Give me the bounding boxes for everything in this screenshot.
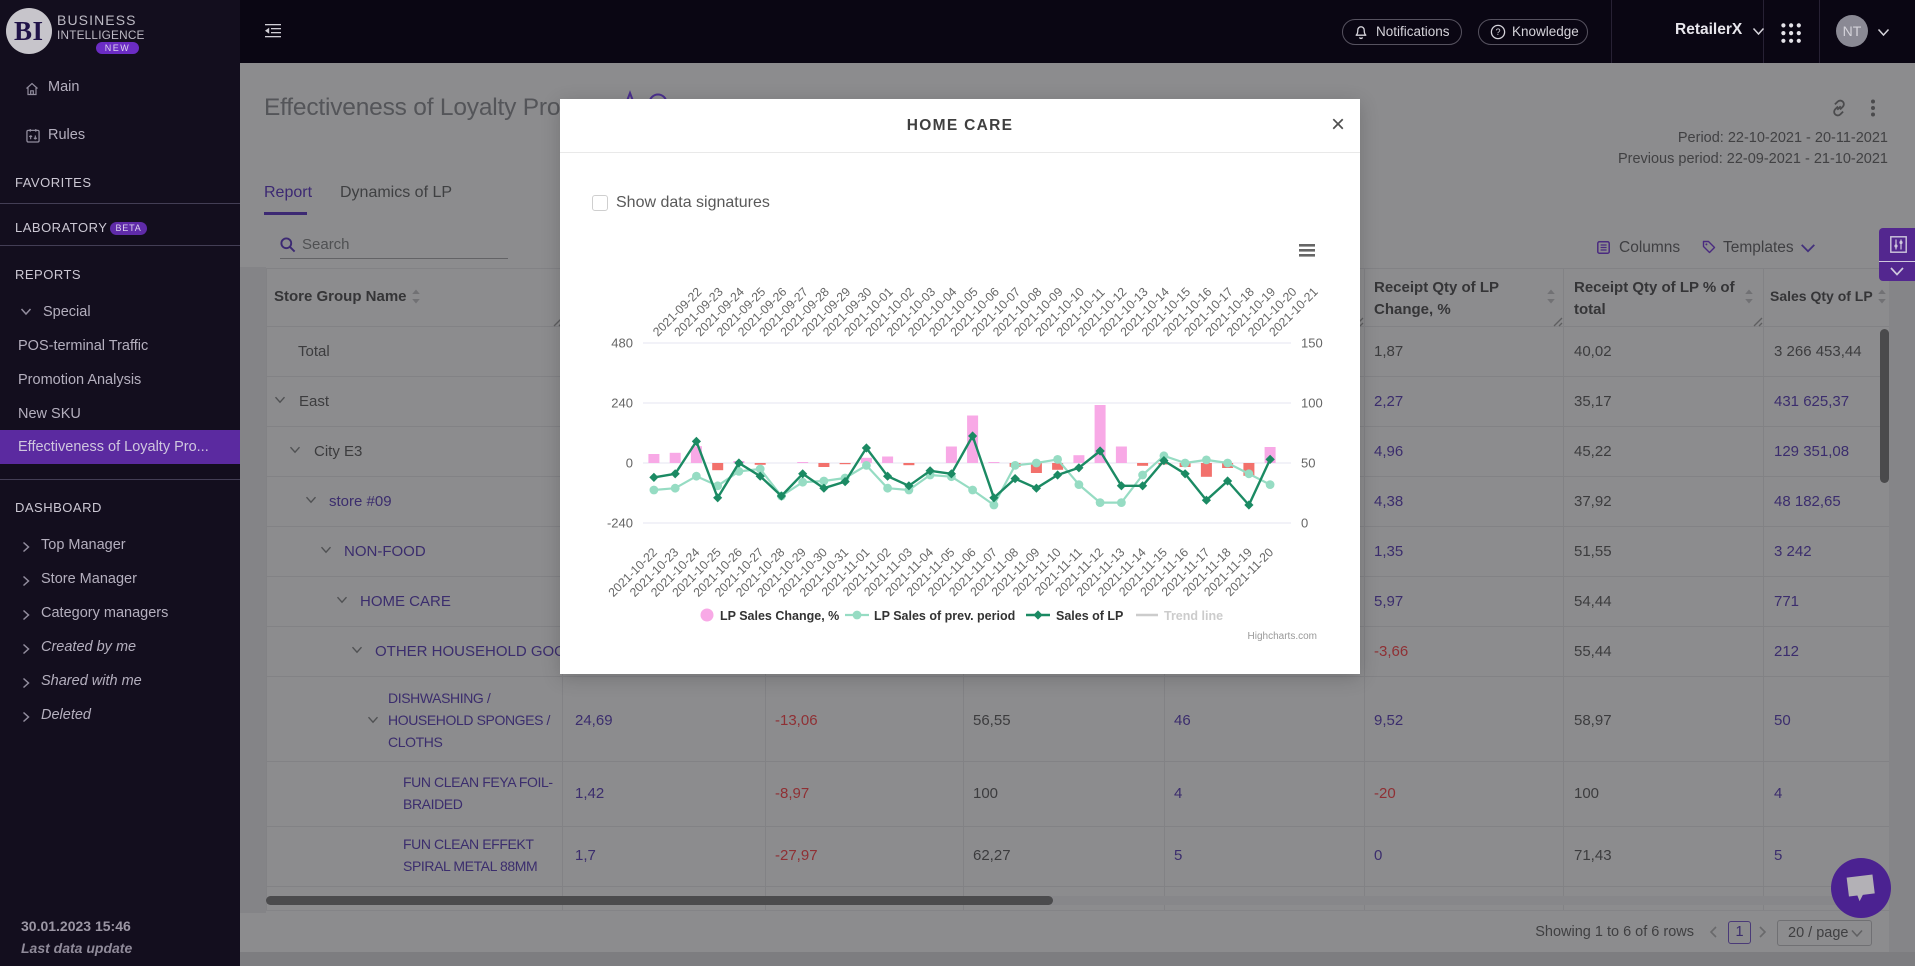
svg-text:?: ? (1495, 27, 1500, 37)
svg-text:50: 50 (1301, 456, 1315, 471)
svg-text:0: 0 (1301, 516, 1308, 531)
svg-text:-240: -240 (607, 516, 633, 531)
svg-text:Highcharts.com: Highcharts.com (1248, 631, 1317, 642)
svg-text:480: 480 (611, 336, 633, 351)
svg-text:Sales of LP: Sales of LP (1056, 609, 1123, 623)
svg-text:Trend line: Trend line (1164, 609, 1223, 623)
svg-text:100: 100 (1301, 396, 1323, 411)
svg-text:LP Sales of prev. period: LP Sales of prev. period (874, 609, 1015, 623)
svg-text:0: 0 (626, 456, 633, 471)
svg-text:240: 240 (611, 396, 633, 411)
svg-text:150: 150 (1301, 336, 1323, 351)
svg-text:LP Sales Change, %: LP Sales Change, % (720, 609, 839, 623)
